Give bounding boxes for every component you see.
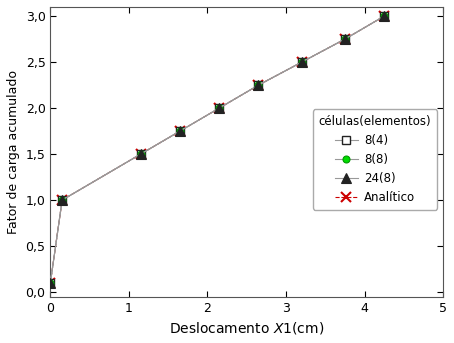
Analítico	[381, 14, 387, 18]
Line: 24(8): 24(8)	[45, 11, 389, 288]
Line: 8(8): 8(8)	[47, 13, 388, 286]
8(8)	[342, 37, 348, 41]
8(4)	[138, 152, 143, 156]
Analítico	[138, 152, 143, 156]
8(8)	[48, 281, 53, 285]
24(8)	[177, 129, 183, 133]
8(4)	[217, 106, 222, 110]
Analítico	[59, 198, 65, 202]
8(8)	[59, 198, 65, 202]
X-axis label: Deslocamento $\it{X1}$(cm): Deslocamento $\it{X1}$(cm)	[169, 320, 324, 336]
8(8)	[299, 60, 305, 64]
24(8)	[256, 83, 261, 87]
24(8)	[342, 37, 348, 41]
24(8)	[217, 106, 222, 110]
8(8)	[256, 83, 261, 87]
Line: Analítico: Analítico	[45, 11, 389, 288]
8(8)	[381, 14, 387, 18]
Y-axis label: Fator de carga acumulado: Fator de carga acumulado	[7, 70, 20, 234]
8(4)	[177, 129, 183, 133]
8(8)	[138, 152, 143, 156]
8(4)	[299, 60, 305, 64]
24(8)	[138, 152, 143, 156]
8(4)	[48, 281, 53, 285]
8(4)	[59, 198, 65, 202]
24(8)	[299, 60, 305, 64]
24(8)	[381, 14, 387, 18]
Analítico	[217, 106, 222, 110]
8(8)	[177, 129, 183, 133]
8(4)	[256, 83, 261, 87]
Analítico	[177, 129, 183, 133]
Analítico	[256, 83, 261, 87]
Legend: 8(4), 8(8), 24(8), Analítico: 8(4), 8(8), 24(8), Analítico	[313, 109, 437, 210]
24(8)	[59, 198, 65, 202]
24(8)	[48, 281, 53, 285]
Analítico	[342, 37, 348, 41]
Line: 8(4): 8(4)	[46, 12, 388, 287]
8(4)	[381, 14, 387, 18]
Analítico	[48, 281, 53, 285]
8(4)	[342, 37, 348, 41]
8(8)	[217, 106, 222, 110]
Analítico	[299, 60, 305, 64]
